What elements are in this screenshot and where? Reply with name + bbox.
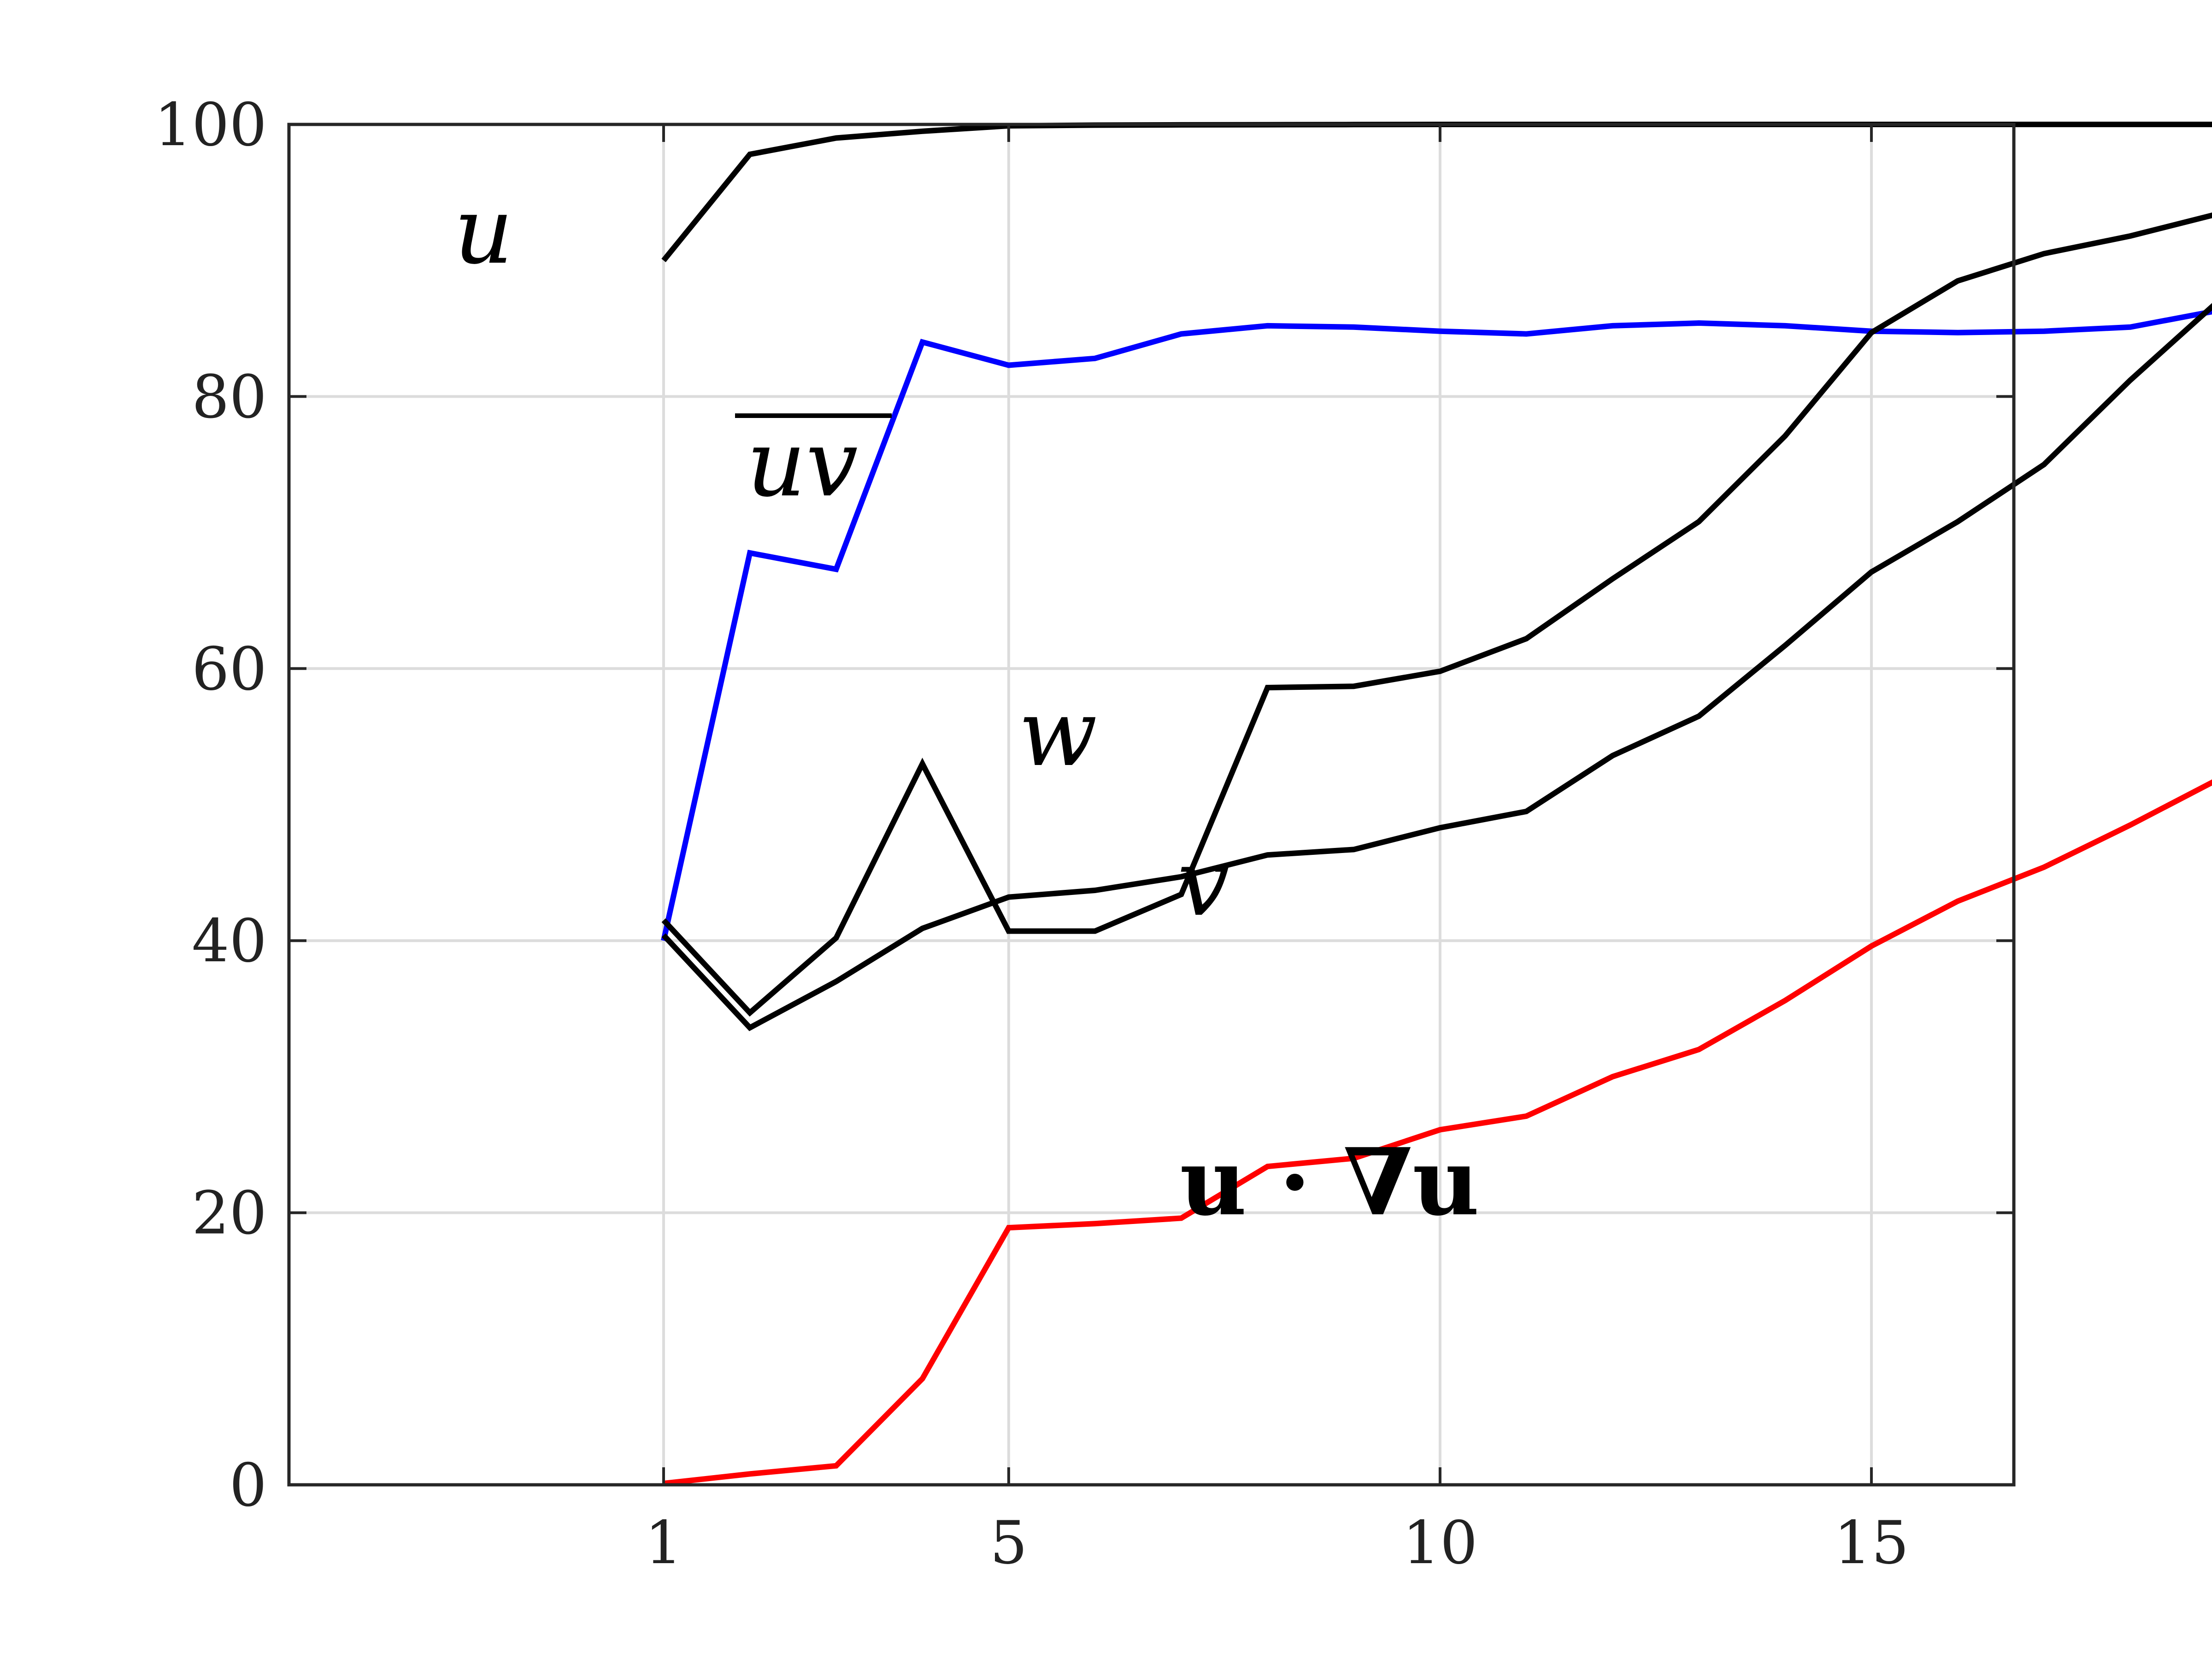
series-label-uv: uv: [747, 410, 858, 518]
series-label-udotgradu: u · ∇u: [1180, 1128, 1479, 1236]
y-tick-label: 80: [192, 363, 267, 431]
x-tick-label: 10: [1402, 1509, 1477, 1577]
y-tick-label: 20: [192, 1179, 267, 1248]
series-lines: [661, 122, 2212, 1486]
plot-frame: [287, 123, 2016, 1487]
y-tick-label: 0: [229, 1451, 267, 1520]
axis-tick-labels: 15101520020406080100: [154, 91, 1909, 1577]
x-tick-label: 5: [990, 1509, 1027, 1577]
x-tick-label: 15: [1834, 1509, 1909, 1577]
series-label-v: v: [1177, 830, 1230, 937]
series-line-1: [661, 309, 2212, 941]
y-tick-label: 40: [192, 907, 267, 976]
series-line-4: [663, 779, 2212, 1486]
series-label-w: w: [1018, 680, 1097, 787]
x-tick-label: 1: [645, 1509, 682, 1577]
series-line-2: [661, 212, 2212, 1017]
series-label-u: u: [454, 177, 513, 285]
axis-ticks: [289, 123, 2014, 1486]
series-line-3: [661, 303, 2212, 1031]
y-tick-label: 60: [192, 635, 267, 704]
y-tick-label: 100: [154, 91, 267, 159]
